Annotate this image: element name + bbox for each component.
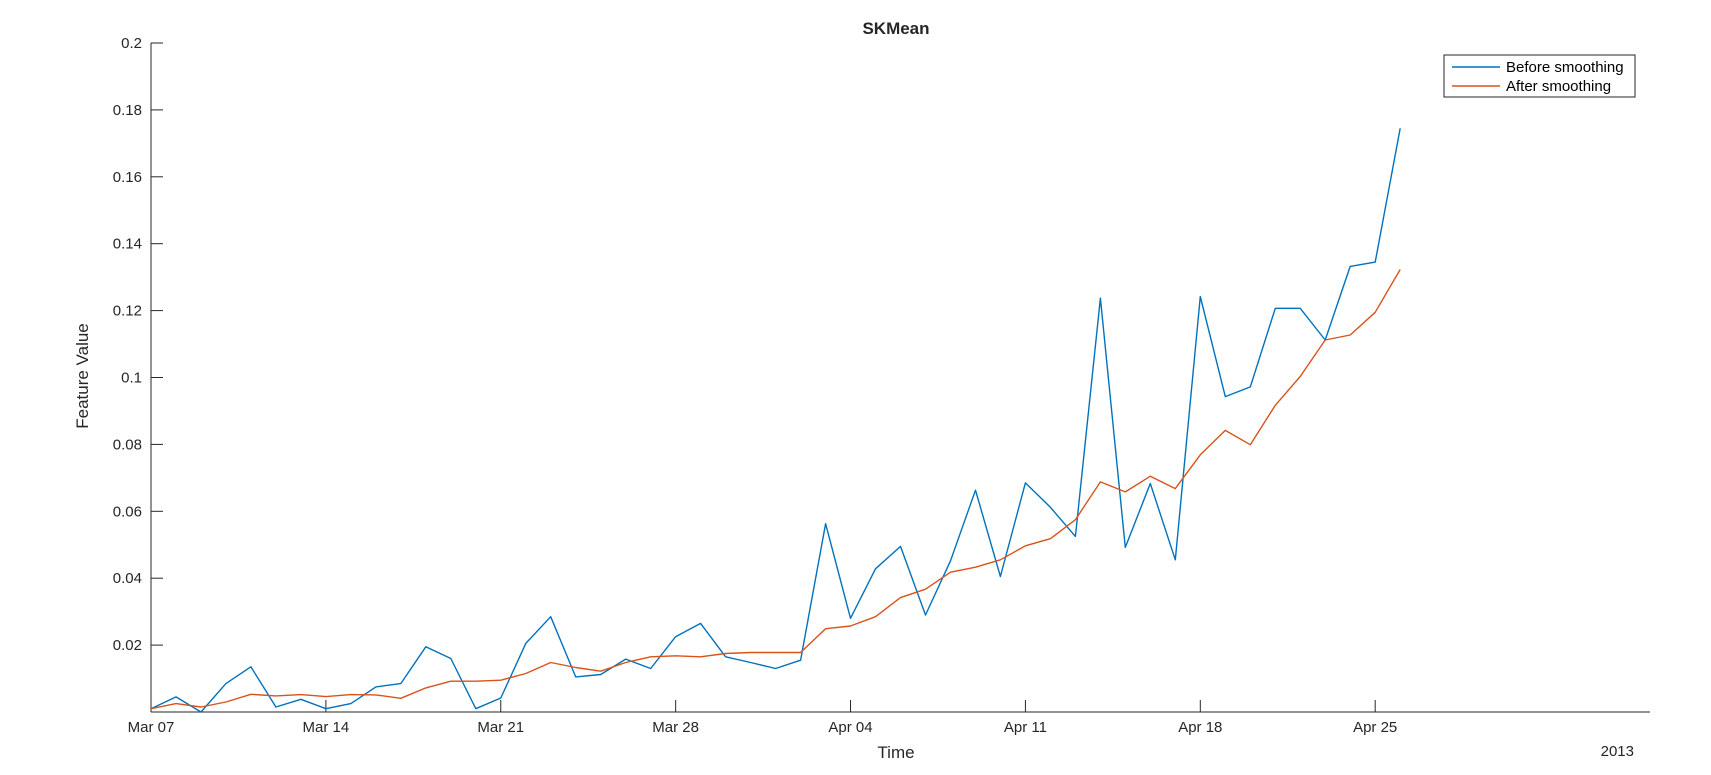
y-tick-label: 0.12 xyxy=(113,303,142,320)
chart-title: SKMean xyxy=(862,19,929,38)
x-axis-label: Time xyxy=(877,743,914,762)
y-tick-label: 0.08 xyxy=(113,436,142,453)
y-tick-label: 0.18 xyxy=(113,102,142,119)
x-tick-label: Mar 28 xyxy=(652,719,699,736)
y-ticks: 0.02 0.04 0.06 0.08 0.1 0.12 0.14 0.16 0.18 0.2 xyxy=(113,35,163,654)
x-tick-label: Apr 18 xyxy=(1178,719,1222,736)
y-tick-label: 0.16 xyxy=(113,169,142,186)
x-tick-label: Mar 14 xyxy=(303,719,350,736)
legend-label: Before smoothing xyxy=(1506,59,1624,76)
y-tick-label: 0.14 xyxy=(113,236,142,253)
series-layer xyxy=(150,128,1401,713)
legend-box xyxy=(1443,54,1636,98)
legend-label: After smoothing xyxy=(1506,78,1611,95)
series-line-after-smoothing xyxy=(150,269,1401,710)
y-tick-label: 0.2 xyxy=(121,35,142,52)
x-tick-label: Apr 04 xyxy=(828,719,872,736)
x-tick-label: Apr 25 xyxy=(1353,719,1397,736)
x-tick-label: Mar 07 xyxy=(128,719,175,736)
series-line-before-smoothing xyxy=(150,128,1401,713)
y-tick-label: 0.02 xyxy=(113,637,142,654)
x-tick-label: Apr 11 xyxy=(1004,719,1047,736)
x-tick-label: Mar 21 xyxy=(477,719,524,736)
x-ticks: Mar 07 Mar 14 Mar 21 Mar 28 Apr 04 Apr 11 Apr … xyxy=(128,700,1397,736)
y-tick-label: 0.04 xyxy=(113,570,142,587)
y-tick-label: 0.06 xyxy=(113,503,142,520)
legend: Before smoothing After smoothing xyxy=(1443,54,1636,98)
x-axis-secondary-label: 2013 xyxy=(1601,743,1634,760)
y-tick-label: 0.1 xyxy=(121,370,142,387)
y-axis-label: Feature Value xyxy=(73,323,92,429)
